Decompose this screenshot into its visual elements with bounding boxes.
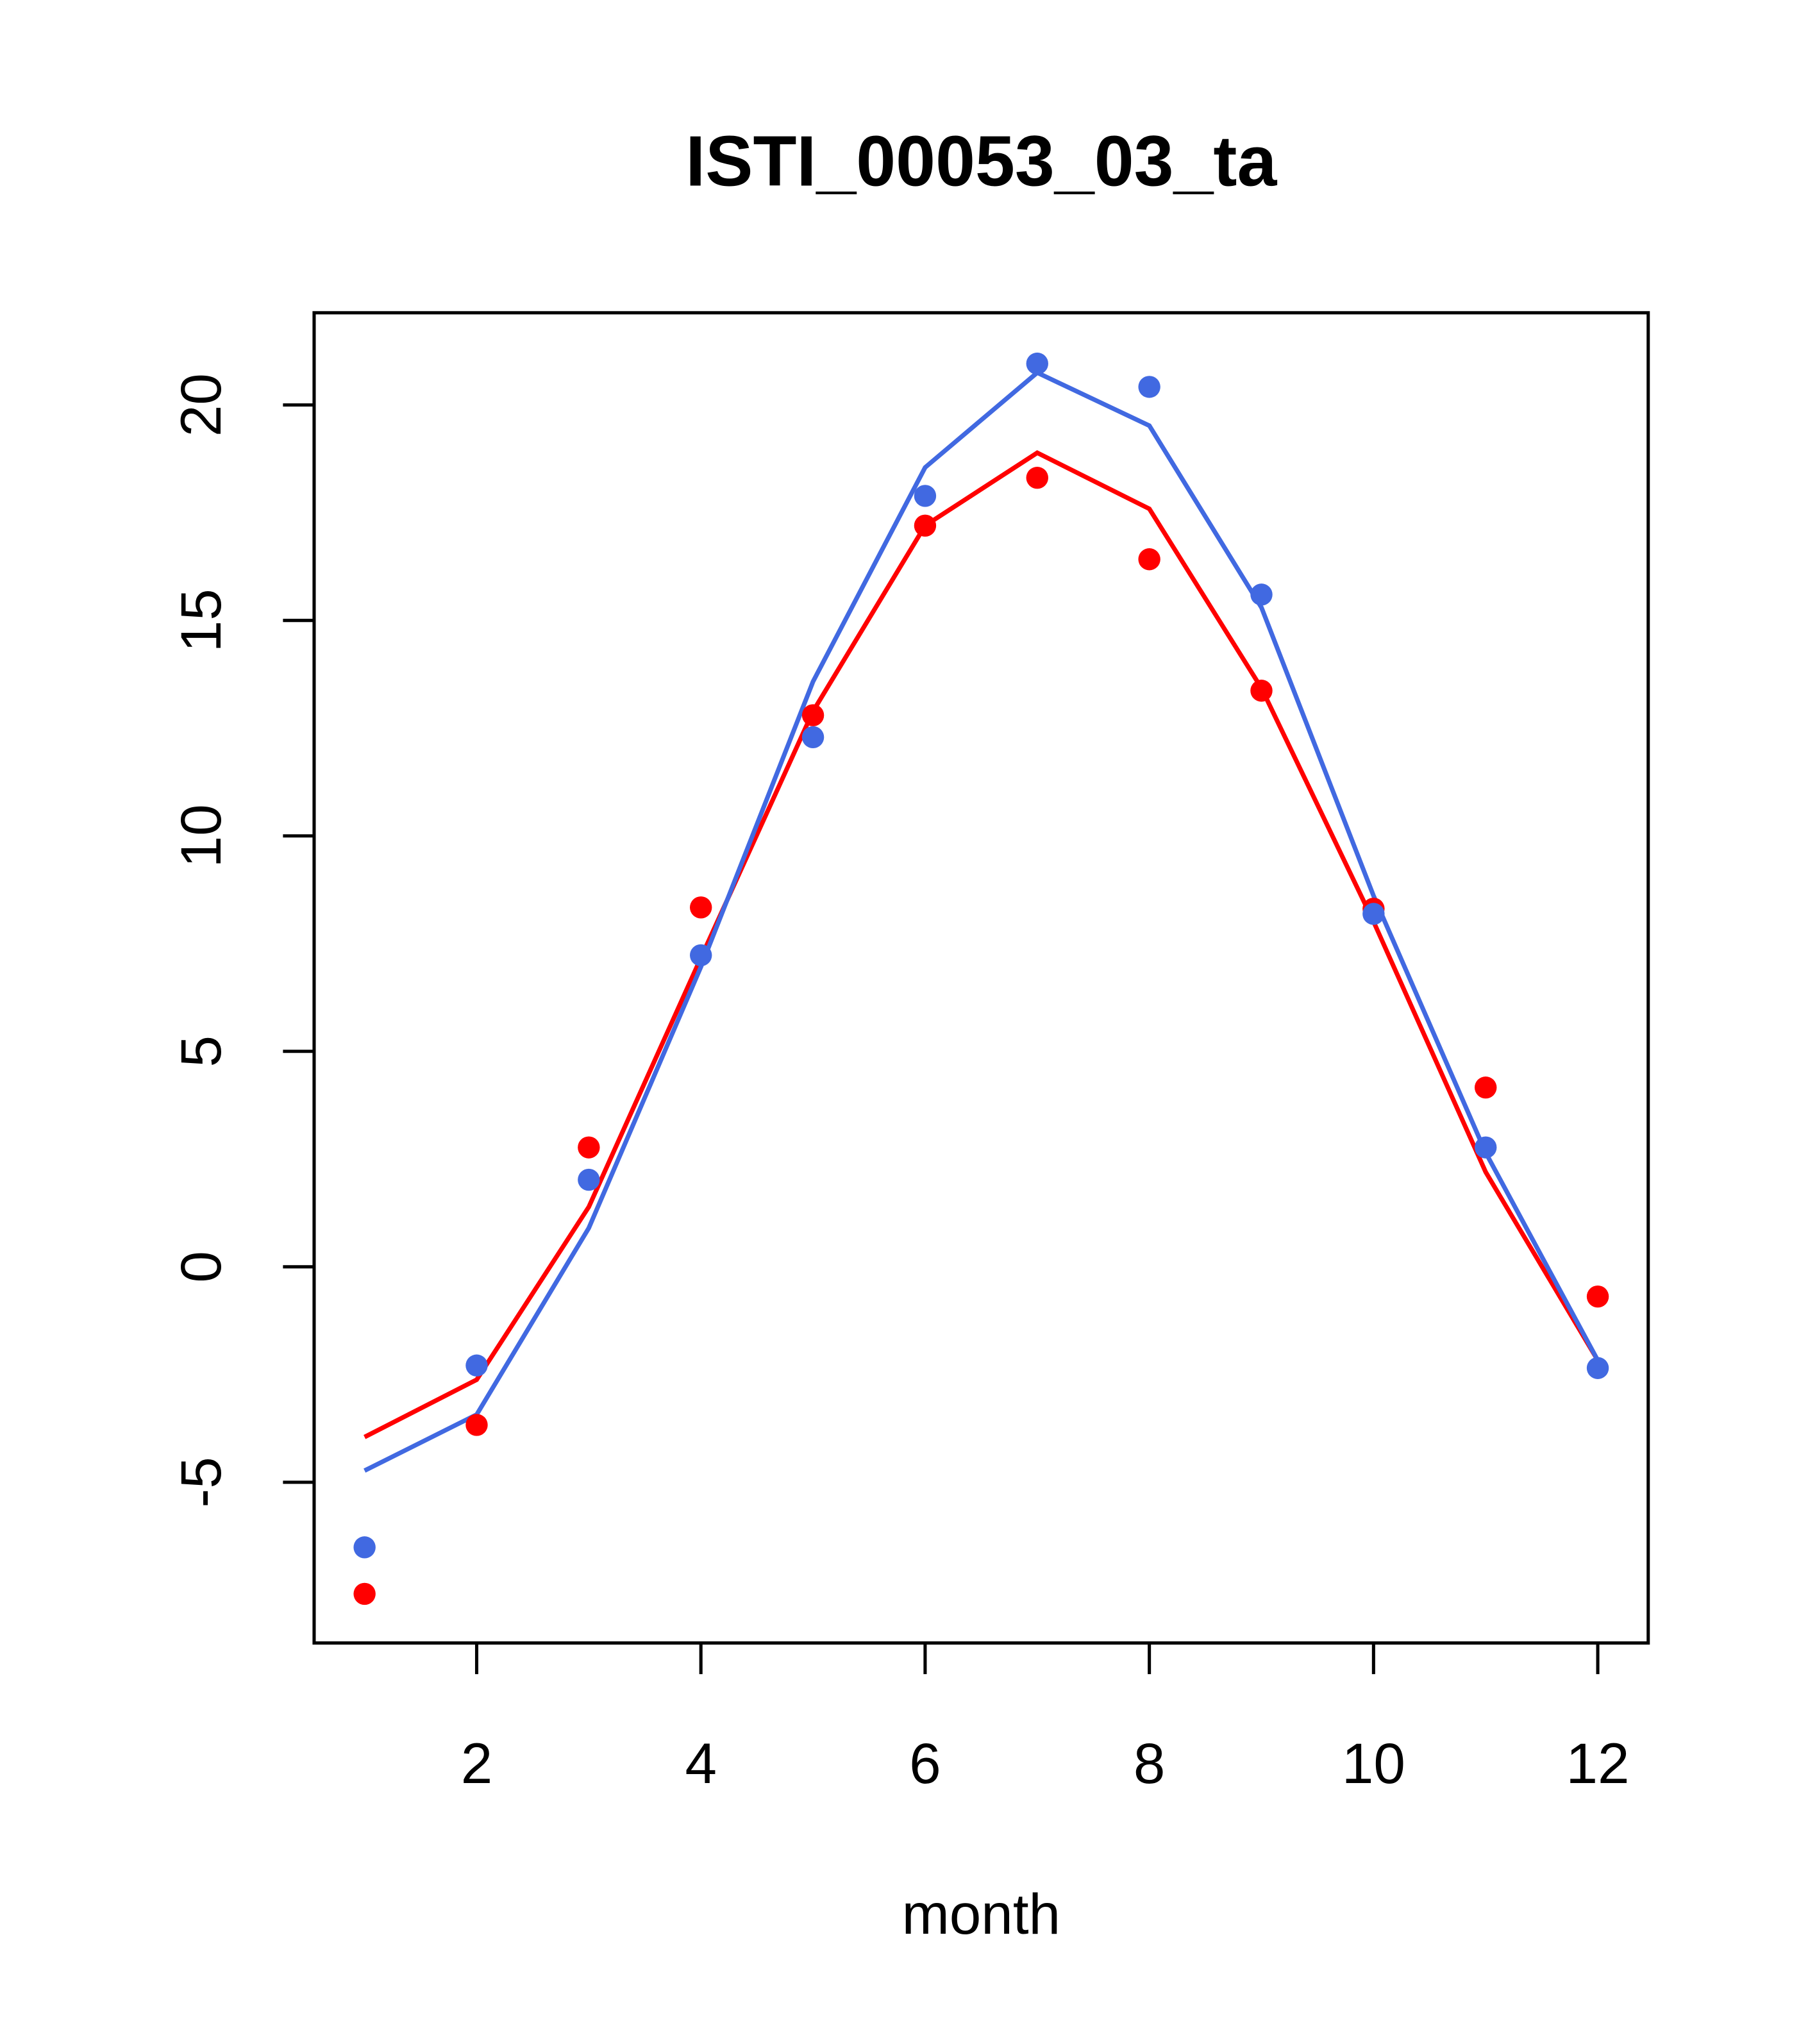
blue-point — [1475, 1136, 1497, 1159]
red-point — [578, 1136, 600, 1159]
y-tick-label: 20 — [169, 373, 233, 437]
x-tick-label: 2 — [461, 1731, 493, 1795]
blue-point — [690, 944, 712, 967]
red-point — [1138, 548, 1160, 571]
red-point — [1475, 1076, 1497, 1099]
red-point — [465, 1414, 488, 1436]
blue-point — [914, 485, 937, 507]
x-tick-label: 4 — [685, 1731, 717, 1795]
red-point — [1026, 467, 1048, 489]
y-tick-label: -5 — [169, 1457, 233, 1507]
y-tick-label: 0 — [169, 1251, 233, 1283]
plot-frame — [312, 311, 1650, 1645]
red-line — [364, 450, 1600, 1439]
y-tick-label: 10 — [169, 804, 233, 867]
red-point — [1586, 1285, 1609, 1308]
blue-line — [364, 370, 1600, 1473]
red-point — [353, 1582, 376, 1605]
blue-point — [1362, 903, 1385, 925]
x-axis-label: month — [902, 1882, 1061, 1946]
blue-point — [1250, 583, 1273, 606]
red-point — [1250, 680, 1273, 702]
red-point — [914, 514, 937, 537]
x-tick-label: 8 — [1134, 1731, 1166, 1795]
blue-point — [801, 726, 825, 749]
series-layer — [353, 352, 1609, 1605]
red-point — [690, 896, 712, 919]
blue-point — [1026, 352, 1048, 375]
chart-title: ISTI_00053_03_ta — [685, 121, 1277, 201]
axes: 2 4 6 8 10 12 -5 0 5 10 15 20 — [169, 373, 1629, 1795]
x-tick-label: 12 — [1566, 1731, 1630, 1795]
blue-point — [465, 1354, 488, 1377]
y-tick-label: 15 — [169, 589, 233, 652]
blue-point — [1138, 376, 1160, 398]
blue-point — [578, 1168, 600, 1191]
blue-point — [1586, 1357, 1609, 1379]
blue-point — [353, 1536, 376, 1559]
x-tick-label: 10 — [1342, 1731, 1405, 1795]
red-point — [801, 704, 825, 726]
x-tick-label: 6 — [909, 1731, 941, 1795]
y-tick-label: 5 — [169, 1035, 233, 1068]
